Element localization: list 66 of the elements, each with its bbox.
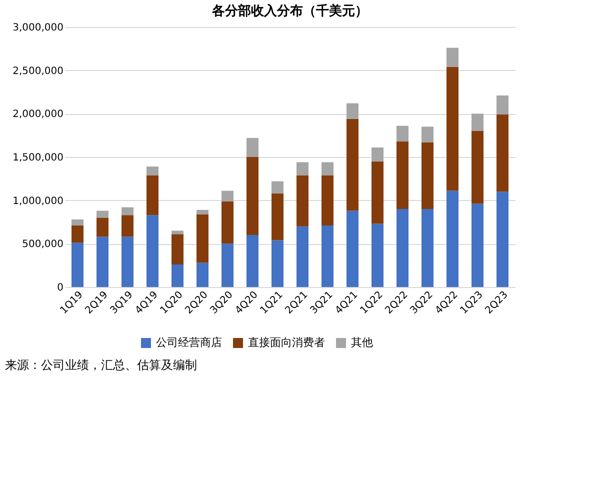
bar [246,235,258,287]
bar [72,219,84,226]
bar [196,210,208,214]
bar [222,244,234,287]
bar [272,240,284,287]
bar [396,126,408,142]
bar [146,175,158,216]
bar [322,175,334,226]
y-tick-label: 0 [57,282,64,294]
bar [96,236,108,287]
bar [422,209,434,287]
bar [472,131,484,204]
bar [246,138,258,157]
bar [446,48,458,67]
chart-title: 各分部收入分布（千美元） [211,3,368,19]
bar [72,225,84,243]
legend-label: 其他 [351,336,373,349]
bar [72,242,84,287]
bar [296,226,308,287]
bar [346,103,358,119]
bar [122,215,134,237]
bar [122,207,134,216]
bar [446,190,458,287]
bar [246,157,258,235]
bar [146,215,158,287]
bar [322,225,334,287]
y-tick-label: 2,500,000 [12,66,64,77]
bar [346,118,358,211]
bar [446,66,458,191]
bar [296,175,308,226]
bar [422,142,434,209]
bar [496,192,508,287]
bar [346,210,358,287]
bar [496,95,508,115]
bar [296,162,308,176]
y-tick-label: 1,500,000 [12,152,64,164]
bar [372,224,384,287]
bar [196,214,208,263]
bar [172,230,184,234]
bar [222,201,234,244]
bar [496,114,508,192]
bar [422,126,434,142]
y-tick-label: 1,000,000 [12,196,64,207]
bar [272,181,284,194]
bar [272,193,284,240]
bar [372,161,384,224]
y-tick-label: 3,000,000 [12,22,64,34]
bar [96,210,108,218]
bar [472,114,484,131]
bar [172,264,184,287]
source-note: 来源：公司业绩，汇总、估算及编制 [5,358,197,372]
bar [196,262,208,287]
bar [96,218,108,237]
bar [146,166,158,176]
bar [372,147,384,162]
bar [396,209,408,287]
bar [172,234,184,264]
legend-label: 公司经营商店 [156,336,222,349]
bar [222,190,234,202]
bar [322,162,334,176]
bar [396,141,408,209]
y-tick-label: 2,000,000 [12,109,64,120]
legend-label: 直接面向消费者 [248,336,325,349]
bar [472,204,484,287]
bar [122,236,134,287]
y-tick-label: 500,000 [22,239,64,250]
